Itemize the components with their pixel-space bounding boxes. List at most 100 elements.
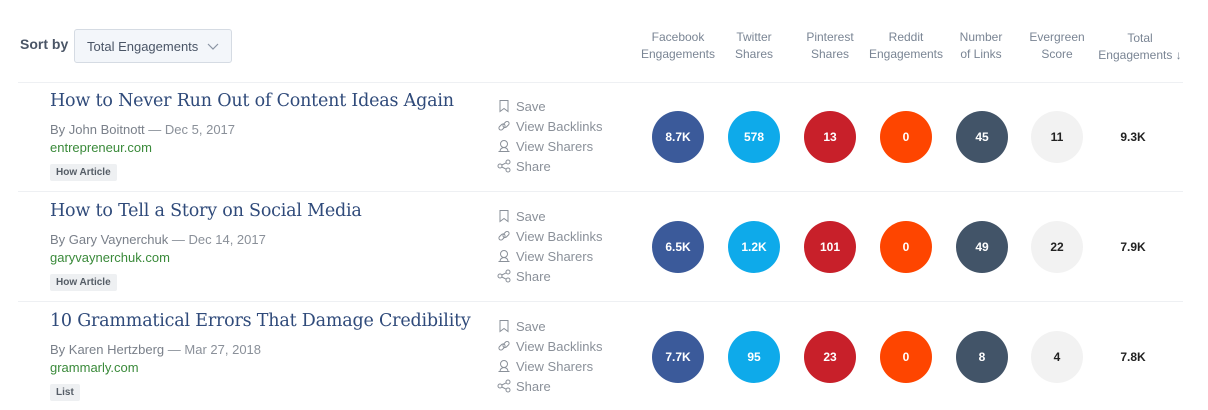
pinterest-shares-badge[interactable]: 13 xyxy=(804,111,856,163)
facebook-engagements-badge[interactable]: 8.7K xyxy=(652,111,704,163)
number-of-links-badge[interactable]: 49 xyxy=(956,221,1008,273)
article-byline: By John Boitnott — Dec 5, 2017 xyxy=(50,122,235,137)
user-icon xyxy=(498,250,510,262)
column-header-line: Evergreen xyxy=(1029,30,1085,44)
article-actions: Save View Backlinks View Sharers Share xyxy=(497,316,602,396)
share-icon xyxy=(497,269,511,283)
total-engagements-value: 7.8K xyxy=(1120,350,1146,364)
results-header: Sort by Total Engagements Facebook Engag… xyxy=(0,0,1208,82)
content-type-tag: How Article xyxy=(50,274,117,291)
divider xyxy=(18,301,1183,302)
article-actions: Save View Backlinks View Sharers Share xyxy=(497,206,602,286)
view-backlinks-button[interactable]: View Backlinks xyxy=(497,116,602,136)
user-icon xyxy=(498,140,510,152)
divider xyxy=(18,191,1183,192)
column-header-line: Shares xyxy=(810,47,850,61)
share-label: Share xyxy=(516,158,551,174)
article-title[interactable]: 10 Grammatical Errors That Damage Credib… xyxy=(50,311,471,331)
pinterest-shares-badge[interactable]: 101 xyxy=(804,221,856,273)
article-title[interactable]: How to Never Run Out of Content Ideas Ag… xyxy=(50,91,454,111)
article-date: — Dec 5, 2017 xyxy=(148,122,236,137)
article-domain[interactable]: entrepreneur.com xyxy=(50,140,152,155)
column-header-line: Facebook xyxy=(651,30,705,44)
article-date: — Mar 27, 2018 xyxy=(167,342,262,357)
column-header-line: Shares xyxy=(734,47,774,61)
save-button[interactable]: Save xyxy=(497,316,602,336)
column-header-line: Engagements ↓ xyxy=(1098,48,1182,62)
column-header-line: Reddit xyxy=(888,30,924,44)
view-sharers-button[interactable]: View Sharers xyxy=(497,356,602,376)
article-author[interactable]: By John Boitnott xyxy=(50,122,145,137)
view-backlinks-label: View Backlinks xyxy=(516,228,603,244)
content-type-tag: How Article xyxy=(50,164,117,181)
view-sharers-button[interactable]: View Sharers xyxy=(497,136,602,156)
column-header-line: Pinterest xyxy=(806,30,854,44)
reddit-engagements-badge[interactable]: 0 xyxy=(880,111,932,163)
share-label: Share xyxy=(516,378,551,394)
column-header-facebook[interactable]: Facebook Engagements xyxy=(638,29,718,63)
share-button[interactable]: Share xyxy=(497,156,602,176)
sort-dropdown[interactable]: Total Engagements xyxy=(74,29,232,63)
evergreen-score-badge: 22 xyxy=(1031,221,1083,273)
column-header-twitter[interactable]: Twitter Shares xyxy=(724,29,784,63)
save-button[interactable]: Save xyxy=(497,96,602,116)
evergreen-score-badge: 11 xyxy=(1031,111,1083,163)
column-header-line: of Links xyxy=(960,47,1002,61)
view-sharers-label: View Sharers xyxy=(516,248,594,264)
evergreen-score-badge: 4 xyxy=(1031,331,1083,383)
total-engagements-value: 7.9K xyxy=(1120,240,1146,254)
column-header-line: Engagements xyxy=(640,47,716,61)
share-button[interactable]: Share xyxy=(497,266,602,286)
share-icon xyxy=(497,379,511,393)
sort-by-label: Sort by xyxy=(20,36,69,52)
link-icon xyxy=(498,340,510,351)
article-date: — Dec 14, 2017 xyxy=(171,232,266,247)
view-backlinks-button[interactable]: View Backlinks xyxy=(497,226,602,246)
bookmark-icon xyxy=(499,320,509,333)
view-sharers-label: View Sharers xyxy=(516,138,594,154)
twitter-shares-badge[interactable]: 95 xyxy=(728,331,780,383)
reddit-engagements-badge[interactable]: 0 xyxy=(880,221,932,273)
article-row: How to Tell a Story on Social Media By G… xyxy=(0,201,1208,311)
column-header-line: Engagements xyxy=(868,47,944,61)
save-button[interactable]: Save xyxy=(497,206,602,226)
column-header-line: Score xyxy=(1041,47,1073,61)
content-type-tag: List xyxy=(50,384,80,401)
twitter-shares-badge[interactable]: 578 xyxy=(728,111,780,163)
column-header-pinterest[interactable]: Pinterest Shares xyxy=(800,29,860,63)
share-icon xyxy=(497,159,511,173)
number-of-links-badge[interactable]: 8 xyxy=(956,331,1008,383)
column-header-line: Total xyxy=(1127,31,1153,45)
save-label: Save xyxy=(516,318,546,334)
twitter-shares-badge[interactable]: 1.2K xyxy=(728,221,780,273)
save-label: Save xyxy=(516,208,546,224)
article-author[interactable]: By Karen Hertzberg xyxy=(50,342,165,357)
total-engagements-value: 9.3K xyxy=(1120,130,1146,144)
link-icon xyxy=(498,230,510,241)
view-sharers-button[interactable]: View Sharers xyxy=(497,246,602,266)
article-author[interactable]: By Gary Vaynerchuk xyxy=(50,232,169,247)
column-header-links[interactable]: Number of Links xyxy=(952,29,1010,63)
save-label: Save xyxy=(516,98,546,114)
column-header-total[interactable]: Total Engagements ↓ xyxy=(1092,30,1188,64)
facebook-engagements-badge[interactable]: 7.7K xyxy=(652,331,704,383)
bookmark-icon xyxy=(499,210,509,223)
column-header-reddit[interactable]: Reddit Engagements xyxy=(865,29,947,63)
column-header-evergreen[interactable]: Evergreen Score xyxy=(1025,29,1089,63)
share-button[interactable]: Share xyxy=(497,376,602,396)
sort-selected-value: Total Engagements xyxy=(87,38,199,54)
article-row: How to Never Run Out of Content Ideas Ag… xyxy=(0,91,1208,201)
share-label: Share xyxy=(516,268,551,284)
article-byline: By Gary Vaynerchuk — Dec 14, 2017 xyxy=(50,232,266,247)
user-icon xyxy=(498,360,510,372)
article-domain[interactable]: garyvaynerchuk.com xyxy=(50,250,170,265)
divider xyxy=(18,82,1183,83)
article-domain[interactable]: grammarly.com xyxy=(50,360,139,375)
article-title[interactable]: How to Tell a Story on Social Media xyxy=(50,201,362,221)
facebook-engagements-badge[interactable]: 6.5K xyxy=(652,221,704,273)
column-header-line: Number xyxy=(959,30,1003,44)
reddit-engagements-badge[interactable]: 0 xyxy=(880,331,932,383)
pinterest-shares-badge[interactable]: 23 xyxy=(804,331,856,383)
number-of-links-badge[interactable]: 45 xyxy=(956,111,1008,163)
view-backlinks-button[interactable]: View Backlinks xyxy=(497,336,602,356)
